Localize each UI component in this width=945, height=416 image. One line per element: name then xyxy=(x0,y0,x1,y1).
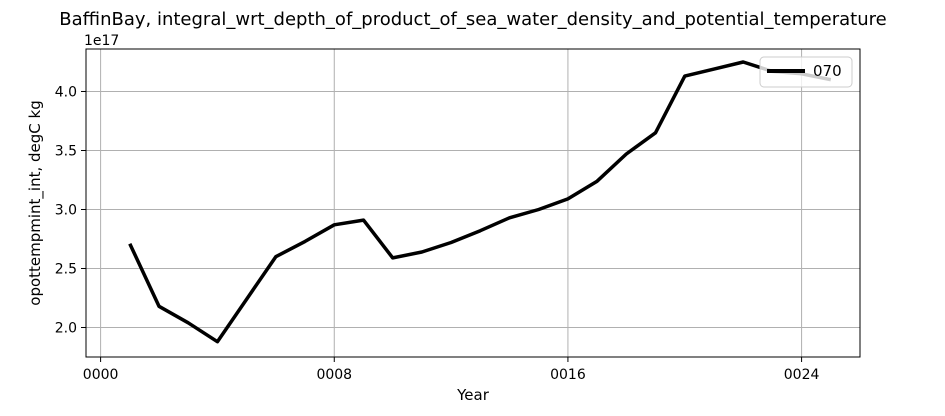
y-tick-label: 4.0 xyxy=(55,84,77,100)
x-axis-label: Year xyxy=(456,386,490,404)
y-tick-label: 3.5 xyxy=(55,143,77,159)
y-axis-label: opottempmint_int, degC kg xyxy=(26,100,45,305)
series-layer xyxy=(128,60,832,344)
grid xyxy=(86,49,860,357)
legend: 070 xyxy=(759,56,853,88)
legend-entry-070: 070 xyxy=(813,62,842,80)
y-tick-label: 3.0 xyxy=(55,202,77,218)
legend-box xyxy=(759,56,853,88)
plot-frame xyxy=(85,48,861,358)
y-offset-label: 1e17 xyxy=(84,33,119,49)
x-tick-label: 0000 xyxy=(83,367,119,383)
x-tick-label: 0008 xyxy=(316,367,352,383)
y-axis: 2.0 2.5 3.0 3.5 4.0 xyxy=(55,84,86,336)
y-tick-label: 2.5 xyxy=(55,261,77,277)
series-line-070 xyxy=(128,60,832,344)
x-axis: 0000 0008 0016 0024 xyxy=(83,357,820,383)
x-tick-label: 0024 xyxy=(784,367,820,383)
chart-title: BaffinBay, integral_wrt_depth_of_product… xyxy=(59,9,886,30)
y-tick-label: 2.0 xyxy=(55,320,77,336)
x-tick-label: 0016 xyxy=(550,367,586,383)
